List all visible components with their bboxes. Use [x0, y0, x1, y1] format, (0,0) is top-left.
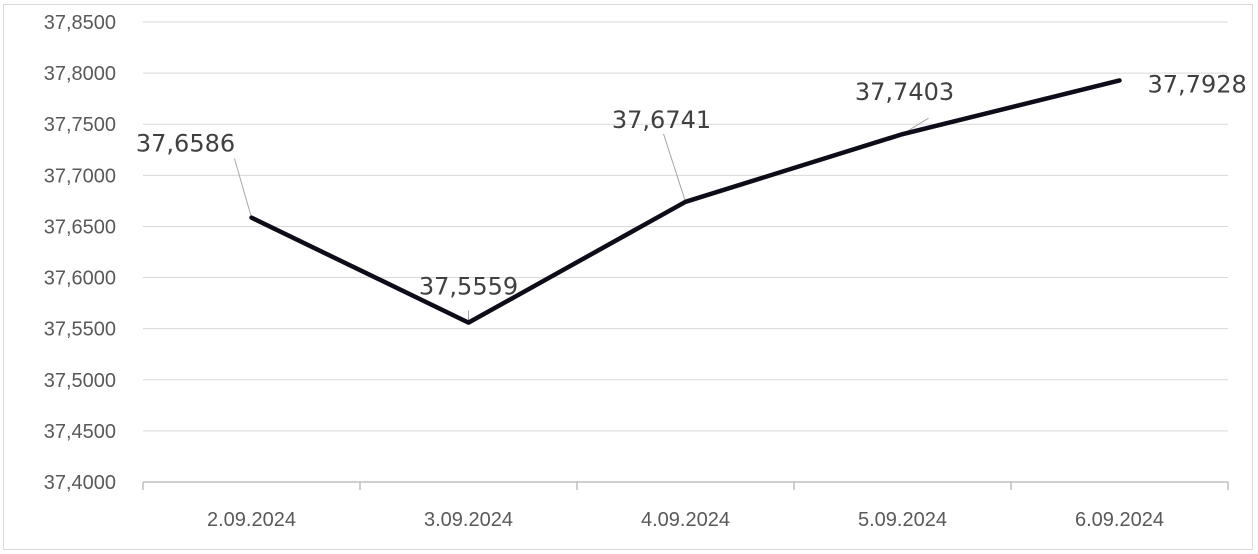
y-tick-label: 37,5000 — [44, 370, 116, 392]
y-tick-label: 37,4500 — [44, 421, 116, 443]
chart-frame — [3, 4, 1253, 550]
y-axis-tick-labels: 37,4000 37,4500 37,5000 37,5500 37,6000 37,65… — [44, 12, 116, 494]
data-label: 37,5559 — [419, 273, 518, 301]
y-tick-label: 37,4000 — [44, 472, 116, 494]
y-tick-label: 37,8500 — [44, 12, 116, 34]
y-tick-label: 37,6500 — [44, 216, 116, 238]
x-tick-label: 2.09.2024 — [207, 509, 296, 531]
y-tick-label: 37,6000 — [44, 268, 116, 290]
x-axis: 2.09.2024 3.09.2024 4.09.2024 5.09.2024 6.09… — [142, 481, 1229, 531]
y-tick-label: 37,7500 — [44, 114, 116, 136]
data-label: 37,7403 — [855, 78, 954, 106]
gridlines — [143, 21, 1228, 432]
data-labels: 37,6586 37,5559 37,6741 37,7403 37,7928 — [136, 70, 1247, 300]
data-label: 37,6586 — [136, 130, 235, 158]
x-tick-label: 3.09.2024 — [424, 509, 513, 531]
x-tick-label: 6.09.2024 — [1075, 509, 1164, 531]
data-label: 37,7928 — [1148, 70, 1247, 98]
y-tick-label: 37,8000 — [44, 63, 116, 85]
y-tick-label: 37,7000 — [44, 165, 116, 187]
series-line — [249, 78, 1122, 325]
data-label-leaders — [234, 117, 929, 323]
label-leader — [663, 133, 686, 202]
series-polyline — [249, 78, 1122, 325]
x-tick-label: 4.09.2024 — [641, 509, 730, 531]
data-label: 37,6741 — [612, 106, 711, 134]
y-tick-label: 37,5500 — [44, 319, 116, 341]
x-tick-label: 5.09.2024 — [858, 509, 947, 531]
label-leader — [234, 158, 252, 218]
